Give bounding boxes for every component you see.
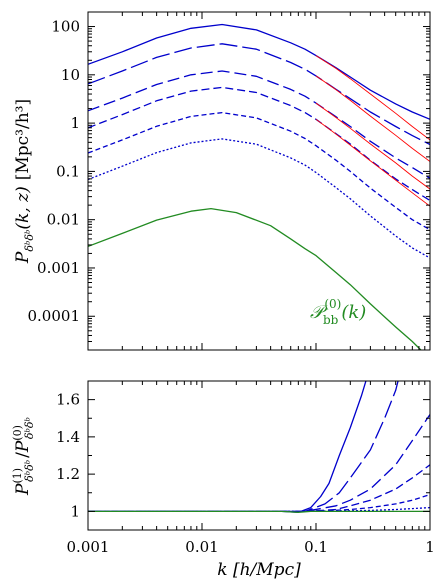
top-ytick-label: 1 — [70, 114, 80, 132]
bottom-x-axis-title: k [h/Mpc] — [217, 560, 301, 580]
bottom-ylabel-main-2: P — [13, 440, 33, 453]
bottom-xtick-label: 0.01 — [185, 538, 218, 556]
top-series-1 — [88, 43, 430, 146]
top-series-6 — [88, 207, 422, 350]
bottom-ytick-label: 1.4 — [56, 428, 80, 446]
top-ytick-label: 0.01 — [47, 211, 80, 229]
bottom-series-group — [88, 381, 430, 513]
top-y-axis-title: Pδᵇδᵇ(k, z) [Mpc³/h³] — [13, 99, 36, 264]
bottom-ylabel-sub-1: δᵇδᵇ — [23, 460, 36, 482]
annotation-sub: bb — [323, 313, 339, 327]
bottom-series-6 — [88, 510, 430, 513]
top-ytick-label: 10 — [61, 66, 80, 84]
top-ylabel-unit: [Mpc³/h³] — [13, 99, 33, 180]
bottom-ylabel-sup1: (1) — [11, 468, 24, 484]
top-ylabel-main: P — [13, 251, 33, 264]
bottom-ytick-label: 1.2 — [56, 465, 80, 483]
top-series-7 — [315, 55, 430, 141]
top-ytick-label: 0.1 — [56, 162, 80, 180]
bottom-ytick-label: 1 — [70, 502, 80, 520]
top-ytick-label: 0.001 — [37, 259, 80, 277]
top-series-2 — [88, 70, 430, 179]
top-series-4 — [88, 111, 430, 231]
top-series-group — [88, 23, 430, 350]
bottom-y-tick-labels: 1 1.2 1.4 1.6 — [56, 391, 80, 521]
annotation-args: (k) — [341, 302, 366, 323]
annotation-sup: (0) — [324, 297, 341, 311]
top-ytick-label: 100 — [51, 18, 80, 36]
top-ylabel-args: (k, z) — [13, 186, 33, 229]
bottom-x-tick-labels: 0.001 0.01 0.1 1 — [67, 538, 435, 556]
bottom-ytick-label: 1.6 — [56, 391, 80, 409]
top-series-10 — [315, 118, 430, 207]
top-axis-ticks — [87, 11, 431, 351]
bottom-xtick-label: 1 — [425, 538, 435, 556]
bottom-series-1 — [88, 381, 399, 513]
top-series-8 — [315, 75, 430, 162]
top-axes-frame — [87, 11, 431, 351]
top-series-5 — [88, 138, 430, 259]
top-ylabel-sub: δᵇδᵇ — [23, 230, 36, 252]
bottom-panel: 11.21.41.6 0.001 0.01 0.1 1 P(1)δᵇδᵇ/P(0)δᵇ… — [11, 380, 435, 580]
top-series-3 — [88, 86, 430, 202]
top-y-tick-labels: 100 10 1 0.1 0.01 0.001 0.0001 — [28, 18, 81, 326]
top-series-9 — [315, 102, 430, 190]
top-series-0 — [88, 23, 430, 120]
bottom-y-axis-title: P(1)δᵇδᵇ/P(0)δᵇδᵇ — [11, 417, 36, 496]
top-annotation: 𝒫bb(0)(k) — [310, 297, 366, 327]
bottom-ylabel-sub-2: δᵇδᵇ — [23, 417, 36, 439]
bottom-xtick-label: 0.001 — [67, 538, 110, 556]
top-ytick-label: 0.0001 — [28, 307, 81, 325]
bottom-ylabel-main-1: P — [13, 483, 33, 496]
bottom-axes-frame — [87, 380, 431, 531]
bottom-ylabel-slash: / — [13, 452, 33, 458]
bottom-ylabel-sup0: (0) — [11, 425, 24, 441]
bottom-axis-ticks — [87, 380, 431, 530]
bottom-xtick-label: 0.1 — [304, 538, 328, 556]
